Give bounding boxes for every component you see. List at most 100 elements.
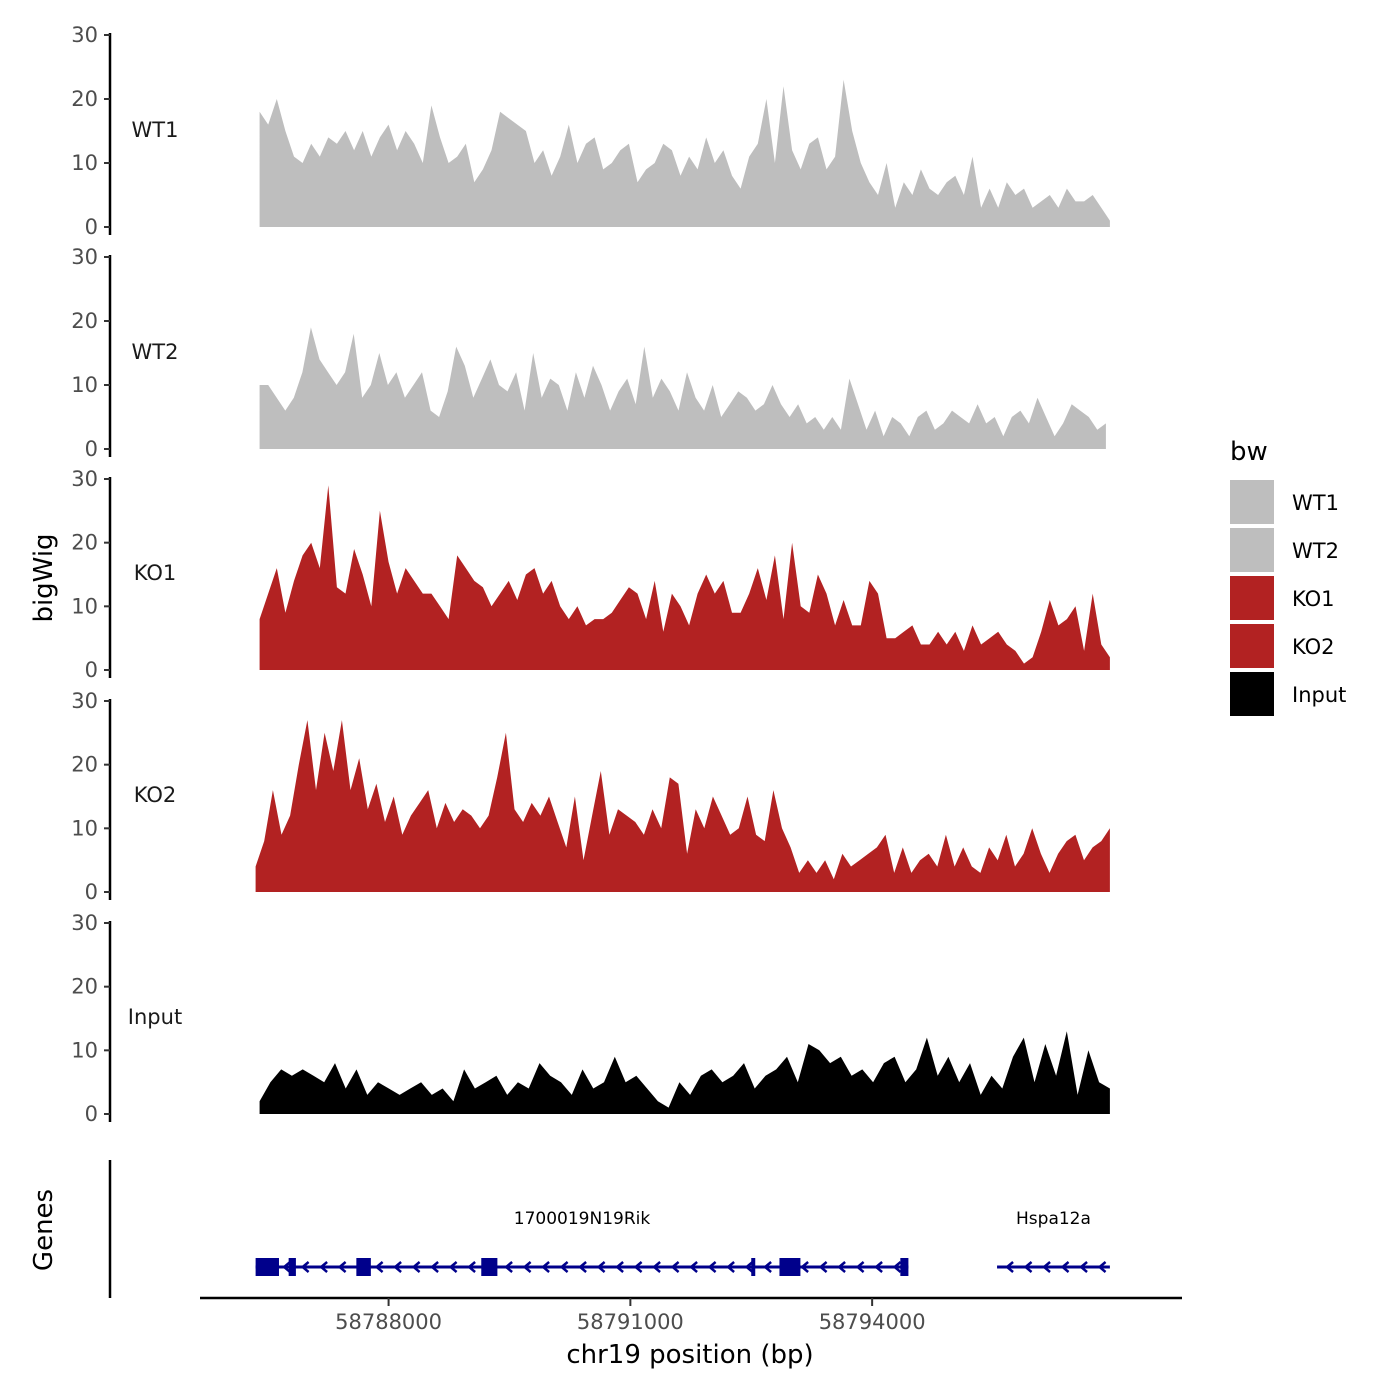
track-label-wt2: WT2 <box>132 340 179 364</box>
y-tick-label: 30 <box>71 23 98 47</box>
exon <box>255 1258 279 1276</box>
legend-label: WT1 <box>1292 491 1339 515</box>
strand-arrow <box>818 1261 828 1273</box>
y-tick-label: 0 <box>85 880 98 904</box>
track-ko2: 0 10 20 30 KO2 <box>71 689 1110 904</box>
y-tick-label: 30 <box>71 245 98 269</box>
strand-arrow <box>522 1261 532 1273</box>
y-tick-label: 10 <box>71 1038 98 1062</box>
legend-swatch <box>1230 528 1274 572</box>
strand-arrow <box>689 1261 698 1273</box>
y-tick-label: 30 <box>71 911 98 935</box>
strand-arrow <box>1005 1261 1014 1273</box>
track-wt2: 0 10 20 30 WT2 <box>71 245 1106 461</box>
strand-arrow <box>707 1261 717 1273</box>
x-axis: 58788000 58791000 58794000 <box>200 1296 1182 1334</box>
y-tick-label: 10 <box>71 373 98 397</box>
gene-track: 1700019N19Rik Hspa12a <box>108 1160 1110 1298</box>
strand-arrow <box>615 1261 624 1273</box>
x-tick-label: 58794000 <box>819 1310 926 1334</box>
area-wt2 <box>259 327 1106 449</box>
legend-item-wt1: WT1 <box>1230 480 1339 524</box>
strand-arrow <box>1097 1261 1107 1273</box>
y-tick-label: 30 <box>71 467 98 491</box>
exon <box>779 1258 801 1276</box>
strand-arrow <box>1042 1261 1051 1273</box>
y-tick-label: 0 <box>85 1102 98 1126</box>
y-tick-label: 20 <box>71 975 98 999</box>
track-input: 0 10 20 30 Input <box>71 911 1110 1126</box>
strand-arrow <box>300 1261 310 1273</box>
strand-arrow <box>504 1261 513 1273</box>
strand-arrow <box>837 1261 846 1273</box>
gene-hspa12a: Hspa12a <box>997 1209 1110 1273</box>
gene-1700019n19rik: 1700019N19Rik <box>255 1209 909 1276</box>
strand-arrow <box>559 1261 569 1273</box>
track-ko1: 0 10 20 30 KO1 <box>71 467 1110 682</box>
legend-title: bw <box>1230 437 1268 467</box>
strand-arrow <box>1079 1261 1088 1273</box>
y-tick-label: 10 <box>71 594 98 618</box>
track-label-ko2: KO2 <box>134 783 177 807</box>
strand-arrow <box>652 1261 661 1273</box>
exon <box>900 1258 909 1276</box>
legend-item-wt2: WT2 <box>1230 528 1339 572</box>
exon <box>481 1258 498 1276</box>
x-tick-label: 58788000 <box>335 1310 442 1334</box>
exon <box>288 1258 296 1276</box>
signal-tracks: 0 10 20 30 WT1 0 10 20 30 WT2 0 10 20 30 KO1 0 10 20 30 KO2… <box>71 23 1110 1126</box>
strand-arrow <box>282 1261 291 1273</box>
strand-arrow <box>448 1261 458 1273</box>
strand-arrow <box>578 1261 587 1273</box>
strand-arrow <box>393 1261 402 1273</box>
y-tick-label: 30 <box>71 689 98 713</box>
track-label-wt1: WT1 <box>132 118 179 142</box>
gene-track-title: Genes <box>29 1189 59 1271</box>
y-tick-label: 20 <box>71 753 98 777</box>
exon <box>356 1258 371 1276</box>
track-label-input: Input <box>128 1005 182 1029</box>
y-tick-label: 20 <box>71 531 98 555</box>
strand-arrow <box>670 1261 680 1273</box>
y-tick-label: 0 <box>85 437 98 461</box>
area-ko2 <box>255 720 1110 892</box>
track-wt1: 0 10 20 30 WT1 <box>71 23 1110 239</box>
y-axis-title: bigWig <box>29 533 59 622</box>
y-tick-label: 0 <box>85 658 98 682</box>
strand-arrow <box>467 1261 476 1273</box>
strand-arrow <box>1023 1261 1033 1273</box>
strand-arrow <box>541 1261 550 1273</box>
area-ko1 <box>259 485 1110 670</box>
legend-item-ko1: KO1 <box>1230 576 1335 620</box>
x-axis-title: chr19 position (bp) <box>566 1340 813 1370</box>
y-tick-label: 10 <box>71 151 98 175</box>
area-input <box>259 1031 1110 1114</box>
legend: WT1 WT2 KO1 KO2 Input <box>1230 480 1346 716</box>
legend-label: KO1 <box>1292 587 1335 611</box>
x-tick-label: 58791000 <box>577 1310 684 1334</box>
legend-label: Input <box>1292 683 1346 707</box>
strand-arrow <box>855 1261 865 1273</box>
legend-swatch <box>1230 576 1274 620</box>
strand-arrow <box>892 1261 902 1273</box>
area-wt1 <box>259 79 1110 227</box>
strand-arrow <box>319 1261 328 1273</box>
strand-arrow <box>411 1261 421 1273</box>
gene-label: Hspa12a <box>1016 1209 1091 1229</box>
y-tick-label: 10 <box>71 816 98 840</box>
strand-arrow <box>337 1261 347 1273</box>
strand-arrow <box>596 1261 606 1273</box>
legend-swatch <box>1230 480 1274 524</box>
exon <box>751 1258 756 1276</box>
strand-arrow <box>874 1261 883 1273</box>
strand-arrow <box>800 1261 809 1273</box>
legend-label: WT2 <box>1292 539 1339 563</box>
strand-arrow <box>763 1261 772 1273</box>
strand-arrow <box>430 1261 439 1273</box>
legend-label: KO2 <box>1292 635 1335 659</box>
strand-arrow <box>374 1261 384 1273</box>
strand-arrow <box>726 1261 735 1273</box>
legend-swatch <box>1230 672 1274 716</box>
track-label-ko1: KO1 <box>134 561 177 585</box>
